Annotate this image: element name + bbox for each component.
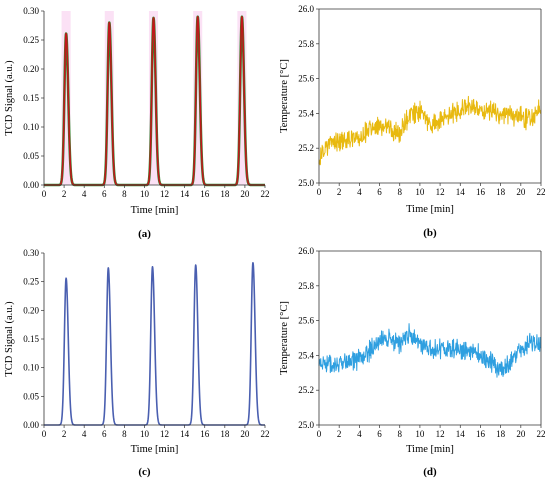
y-tick-label: 25.8 [298, 281, 314, 291]
y-tick-label: 26.0 [298, 246, 314, 256]
y-tick-label: 0.30 [23, 6, 39, 16]
x-tick-label: 18 [496, 187, 506, 197]
x-tick-label: 18 [220, 189, 230, 199]
x-tick-label: 14 [456, 187, 466, 197]
y-tick-label: 0.30 [23, 248, 39, 258]
x-axis-label: Time [min] [131, 205, 179, 216]
highlight-band [237, 11, 247, 185]
x-tick-label: 10 [415, 187, 425, 197]
y-tick-label: 0.10 [23, 122, 39, 132]
y-tick-label: 0.05 [23, 391, 39, 401]
y-tick-label: 25.2 [298, 385, 314, 395]
x-tick-label: 16 [476, 429, 486, 439]
x-tick-label: 10 [140, 189, 150, 199]
x-tick-label: 12 [436, 187, 445, 197]
x-tick-label: 12 [436, 429, 445, 439]
series-line [43, 261, 266, 426]
y-tick-label: 25.8 [298, 39, 314, 49]
highlight-band [193, 11, 203, 185]
series-line [318, 323, 542, 378]
x-tick-label: 0 [317, 429, 322, 439]
y-tick-label: 25.6 [298, 74, 314, 84]
panel-label: (c) [138, 466, 151, 478]
highlight-band [104, 11, 114, 185]
x-tick-label: 14 [456, 429, 466, 439]
x-tick-label: 6 [377, 429, 382, 439]
x-axis-label: Time [min] [406, 204, 454, 215]
x-tick-label: 0 [42, 189, 47, 199]
x-tick-label: 0 [42, 429, 47, 439]
x-tick-label: 6 [102, 429, 107, 439]
x-tick-label: 10 [415, 429, 425, 439]
y-tick-label: 0.20 [23, 305, 39, 315]
x-tick-label: 22 [261, 429, 270, 439]
x-tick-label: 8 [122, 429, 127, 439]
y-tick-label: 0.15 [23, 93, 39, 103]
x-tick-label: 0 [317, 187, 322, 197]
x-tick-label: 20 [240, 429, 250, 439]
y-axis-label: TCD Signal (a.u.) [4, 60, 15, 136]
x-tick-label: 16 [200, 189, 210, 199]
y-tick-label: 26.0 [298, 4, 314, 14]
x-tick-label: 20 [516, 187, 526, 197]
x-axis-label: Time [min] [406, 444, 454, 455]
x-tick-label: 14 [180, 189, 190, 199]
x-tick-label: 18 [220, 429, 230, 439]
x-tick-label: 6 [377, 187, 382, 197]
x-tick-label: 16 [476, 187, 486, 197]
y-tick-label: 0.10 [23, 363, 39, 373]
x-tick-label: 12 [160, 429, 169, 439]
x-tick-label: 2 [62, 429, 67, 439]
x-axis-label: Time [min] [131, 444, 179, 455]
x-tick-label: 2 [337, 187, 342, 197]
y-axis-label: Temperature [°C] [279, 301, 290, 375]
x-tick-label: 14 [180, 429, 190, 439]
x-tick-label: 4 [82, 429, 87, 439]
x-tick-label: 22 [537, 187, 546, 197]
x-tick-label: 16 [200, 429, 210, 439]
y-tick-label: 25.6 [298, 316, 314, 326]
y-tick-label: 25.0 [298, 420, 314, 430]
x-tick-label: 2 [62, 189, 67, 199]
x-tick-label: 22 [261, 189, 270, 199]
x-tick-label: 2 [337, 429, 342, 439]
x-tick-label: 8 [397, 429, 402, 439]
y-tick-label: 25.4 [298, 350, 314, 360]
x-tick-label: 4 [357, 187, 362, 197]
panel-label: (d) [423, 466, 437, 478]
highlight-band [61, 11, 71, 185]
y-tick-label: 0.25 [23, 35, 39, 45]
panel-c: 0 2 4 6 8 10 12 14 16 18 20 22 0.00 0.05 0.10 0.15 0.20 0… [4, 248, 270, 478]
x-tick-label: 22 [537, 429, 546, 439]
y-tick-label: 0.20 [23, 64, 39, 74]
y-tick-label: 0.00 [23, 180, 39, 190]
panel-label: (b) [423, 227, 437, 239]
x-tick-label: 12 [160, 189, 169, 199]
x-tick-label: 4 [82, 189, 87, 199]
x-tick-label: 18 [496, 429, 506, 439]
series-line [318, 95, 542, 166]
x-tick-label: 20 [516, 429, 526, 439]
x-tick-label: 10 [140, 429, 150, 439]
x-tick-label: 6 [102, 189, 107, 199]
x-tick-label: 20 [240, 189, 250, 199]
highlight-band [148, 11, 159, 185]
y-tick-label: 0.25 [23, 277, 39, 287]
panel-d: 0 2 4 6 8 10 12 14 16 18 20 22 25.0 25.2 25.4 25.6 25.8 2… [279, 246, 546, 478]
y-tick-label: 25.2 [298, 143, 314, 153]
y-axis-label: TCD Signal (a.u.) [4, 301, 15, 377]
y-tick-label: 0.00 [23, 420, 39, 430]
y-tick-label: 0.15 [23, 334, 39, 344]
x-tick-label: 8 [122, 189, 127, 199]
y-axis-label: Temperature [°C] [279, 59, 290, 133]
panel-label: (a) [138, 228, 151, 240]
x-tick-label: 8 [397, 187, 402, 197]
y-tick-label: 25.0 [298, 178, 314, 188]
x-tick-label: 4 [357, 429, 362, 439]
y-tick-label: 0.05 [23, 151, 39, 161]
panel-a: 0 2 4 6 8 10 12 14 16 18 20 22 0.00 0.05 0.10 0.15 0.20 0… [4, 6, 270, 240]
y-tick-label: 25.4 [298, 108, 314, 118]
panel-b: 0 2 4 6 8 10 12 14 16 18 20 22 25.0 25.2 25.4 25.6 25.8 2… [279, 4, 546, 239]
